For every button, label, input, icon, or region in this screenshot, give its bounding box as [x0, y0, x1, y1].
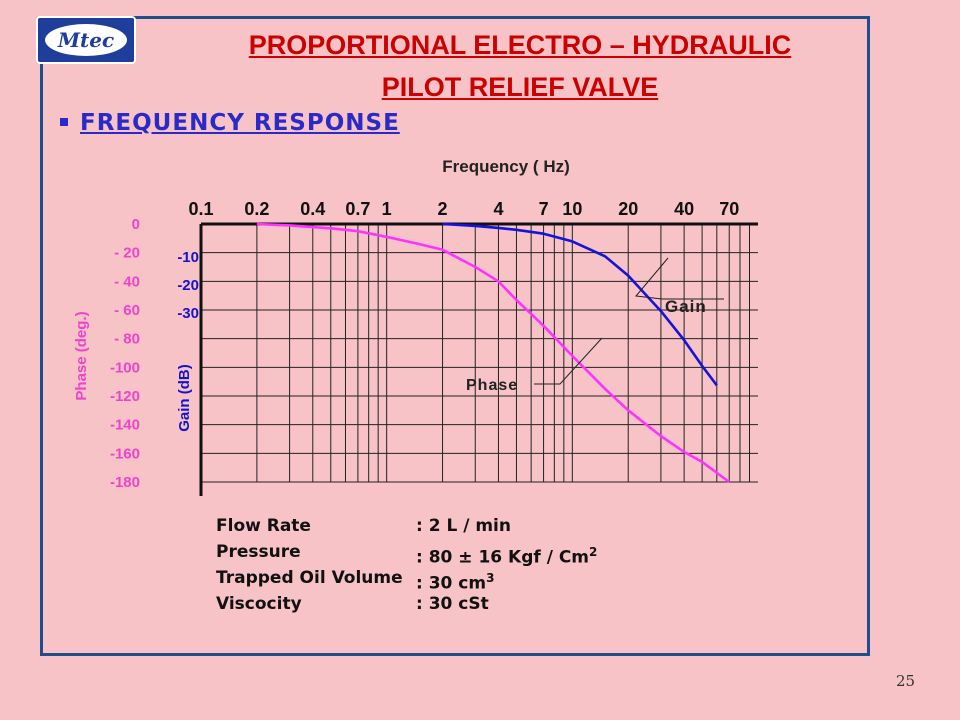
- spec-value-text: : 80 ± 16 Kgf / Cm: [416, 547, 590, 568]
- spec-unit-superscript: 2: [589, 545, 598, 559]
- spec-value-text: : 2 L / min: [416, 516, 511, 536]
- mtec-logo: Mtec: [36, 16, 136, 64]
- section-heading-text: FREQUENCY RESPONSE: [80, 110, 400, 136]
- chart-axes: [199, 222, 758, 496]
- phase-tick-label: - 80: [114, 331, 140, 348]
- phase-tick-label: -120: [110, 388, 140, 405]
- gain-tick-label: -20: [177, 277, 199, 294]
- gain-leader-line: [635, 257, 724, 300]
- spec-value-text: : 30 cSt: [416, 594, 489, 614]
- phase-axis-label: Phase (deg.): [73, 311, 90, 400]
- x-tick-label: 0.2: [244, 199, 269, 219]
- spec-value: : 30 cm3: [416, 565, 494, 597]
- page-number: 25: [896, 672, 916, 690]
- phase-tick-label: -140: [110, 417, 140, 434]
- gain-callout-label: Gain: [665, 297, 707, 316]
- x-tick-label: 70: [719, 199, 739, 219]
- x-tick-labels: 0.1 0.2 0.4 0.7 1 2 4 7 10 20 40 70: [188, 199, 739, 219]
- phase-tick-label: - 40: [114, 273, 140, 290]
- phase-tick-label: - 60: [114, 302, 140, 319]
- x-tick-label: 2: [438, 199, 448, 219]
- section-heading: FREQUENCY RESPONSE: [60, 110, 400, 136]
- gain-tick-label: -30: [177, 305, 199, 322]
- gain-curve: [442, 222, 718, 387]
- x-tick-label: 40: [674, 199, 694, 219]
- square-bullet-icon: [60, 117, 68, 126]
- phase-tick-label: -180: [110, 474, 140, 491]
- x-tick-label: 0.1: [188, 199, 213, 219]
- phase-tick-labels: 0 - 20 - 40 - 60 - 80 -100 -120 -140 -160 -180: [110, 216, 140, 491]
- x-tick-label: 0.4: [300, 199, 325, 219]
- spec-label: Viscocity: [216, 594, 302, 614]
- phase-curve: [256, 222, 730, 484]
- slide-frame: [40, 16, 870, 656]
- gain-axis-label: Gain (dB): [176, 364, 193, 432]
- spec-value: : 2 L / min: [416, 513, 511, 539]
- logo-text: Mtec: [43, 22, 129, 58]
- spec-value: : 80 ± 16 Kgf / Cm2: [416, 539, 597, 571]
- chart-callouts: Gain Phase: [466, 257, 724, 394]
- x-tick-label: 0.7: [345, 199, 370, 219]
- chart-grid: [201, 224, 758, 483]
- title-line-1: PROPORTIONAL ELECTRO – HYDRAULIC: [248, 30, 792, 60]
- spec-value: : 30 cSt: [416, 591, 489, 617]
- spec-label: Flow Rate: [216, 516, 311, 536]
- phase-tick-label: 0: [132, 216, 140, 233]
- gain-tick-label: -10: [177, 249, 199, 266]
- phase-tick-label: - 20: [114, 245, 140, 262]
- spec-label: Trapped Oil Volume: [216, 568, 403, 588]
- spec-value-text: : 30 cm: [416, 573, 487, 594]
- title-line-2: PILOT RELIEF VALVE: [381, 72, 659, 102]
- phase-tick-label: -100: [110, 359, 140, 376]
- x-tick-label: 1: [382, 199, 392, 219]
- spec-label: Pressure: [216, 542, 301, 562]
- gain-tick-labels: -10 -20 -30: [177, 249, 199, 322]
- x-tick-label: 20: [618, 199, 638, 219]
- phase-tick-label: -160: [110, 445, 140, 462]
- x-tick-label: 4: [493, 199, 503, 219]
- x-tick-label: 7: [539, 199, 549, 219]
- x-axis-title: Frequency ( Hz): [442, 157, 570, 176]
- chart-series: [256, 222, 730, 484]
- phase-leader-line: [534, 337, 603, 385]
- phase-callout-label: Phase: [466, 377, 518, 394]
- spec-unit-superscript: 3: [486, 571, 495, 585]
- x-tick-label: 10: [562, 199, 582, 219]
